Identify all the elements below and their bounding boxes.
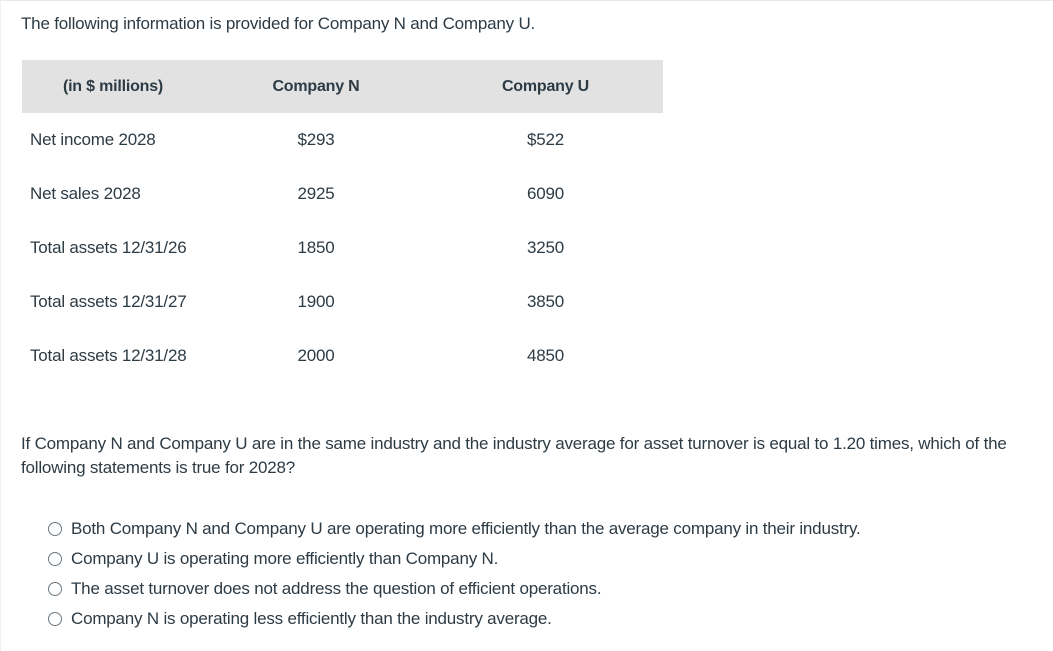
row-label: Net sales 2028 (30, 184, 141, 203)
row-label: Net income 2028 (30, 130, 156, 149)
company-u-value: 4850 (526, 346, 565, 365)
company-n-value: 1900 (297, 292, 335, 311)
option-label[interactable]: Both Company N and Company U are operati… (71, 519, 861, 538)
answer-option-1[interactable]: Both Company N and Company U are operati… (48, 514, 861, 544)
row-label: Total assets 12/31/27 (30, 292, 187, 311)
table-row: Net income 2028 $293 $522 (22, 113, 663, 167)
answer-option-2[interactable]: Company U is operating more efficiently … (48, 544, 861, 574)
row-label: Total assets 12/31/28 (30, 346, 187, 365)
company-u-value: 6090 (526, 184, 565, 203)
table-row: Total assets 12/31/27 1900 3850 (22, 275, 663, 329)
financial-data-table: (in $ millions) Company N Company U Net … (22, 60, 663, 383)
table-row: Total assets 12/31/28 2000 4850 (22, 329, 663, 383)
company-u-value: $522 (526, 130, 565, 149)
header-company-n: Company N (272, 77, 360, 95)
table-row: Total assets 12/31/26 1850 3250 (22, 221, 663, 275)
company-u-value: 3850 (526, 292, 565, 311)
radio-button[interactable] (48, 552, 62, 566)
option-label[interactable]: Company U is operating more efficiently … (71, 549, 499, 568)
row-label: Total assets 12/31/26 (30, 238, 187, 257)
answer-options: Both Company N and Company U are operati… (48, 514, 861, 634)
company-n-value: $293 (297, 130, 335, 149)
radio-button[interactable] (48, 612, 62, 626)
radio-button[interactable] (48, 522, 62, 536)
radio-button[interactable] (48, 582, 62, 596)
intro-text: The following information is provided fo… (21, 14, 536, 33)
answer-option-4[interactable]: Company N is operating less efficiently … (48, 604, 861, 634)
company-n-value: 1850 (297, 238, 335, 257)
table-row: Net sales 2028 2925 6090 (22, 167, 663, 221)
question-text: If Company N and Company U are in the sa… (21, 434, 1007, 477)
table-header-row: (in $ millions) Company N Company U (22, 60, 663, 113)
option-label[interactable]: Company N is operating less efficiently … (71, 609, 552, 628)
header-units: (in $ millions) (62, 77, 164, 95)
answer-option-3[interactable]: The asset turnover does not address the … (48, 574, 861, 604)
option-label[interactable]: The asset turnover does not address the … (71, 579, 602, 598)
company-n-value: 2000 (297, 346, 335, 365)
header-company-u: Company U (501, 77, 590, 95)
company-u-value: 3250 (526, 238, 565, 257)
company-n-value: 2925 (297, 184, 335, 203)
